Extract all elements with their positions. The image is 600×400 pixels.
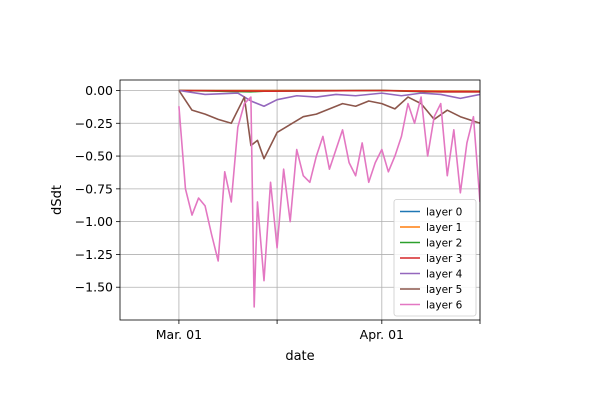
y-axis: 0.00 −0.25 −0.50 −0.75 −1.00 −1.25 −1.50 bbox=[75, 83, 120, 295]
y-tick-label: −1.50 bbox=[75, 280, 113, 295]
legend: layer 0 layer 1 layer 2 layer 3 layer 4 layer… bbox=[393, 199, 477, 317]
legend-entry: layer 1 bbox=[426, 222, 462, 234]
series-line-layer-3 bbox=[178, 89, 480, 93]
legend-entry: layer 3 bbox=[426, 253, 462, 265]
x-tick-label: Apr. 01 bbox=[360, 327, 404, 342]
series-line-layer-6 bbox=[178, 96, 480, 308]
x-axis: Mar. 01 Apr. 01 bbox=[156, 320, 481, 342]
plot-frame bbox=[119, 79, 481, 321]
y-tick-label: −0.25 bbox=[75, 116, 113, 131]
legend-entry: layer 6 bbox=[426, 299, 463, 311]
y-tick-label: −1.00 bbox=[75, 214, 113, 229]
y-tick-label: 0.00 bbox=[85, 83, 113, 98]
legend-entry: layer 2 bbox=[426, 237, 462, 249]
legend-entry: layer 4 bbox=[426, 268, 463, 280]
x-tick-label: Mar. 01 bbox=[156, 327, 202, 342]
y-tick-label: −1.25 bbox=[75, 247, 113, 262]
x-axis-label: date bbox=[285, 349, 314, 364]
legend-box bbox=[393, 199, 477, 317]
y-tick-label: −0.50 bbox=[75, 149, 113, 164]
y-axis-label: dSdt bbox=[50, 185, 65, 215]
legend-entry: layer 0 bbox=[426, 206, 462, 218]
legend-entry: layer 5 bbox=[426, 284, 462, 296]
plot-series-group bbox=[178, 89, 480, 308]
y-tick-label: −0.75 bbox=[75, 181, 113, 196]
